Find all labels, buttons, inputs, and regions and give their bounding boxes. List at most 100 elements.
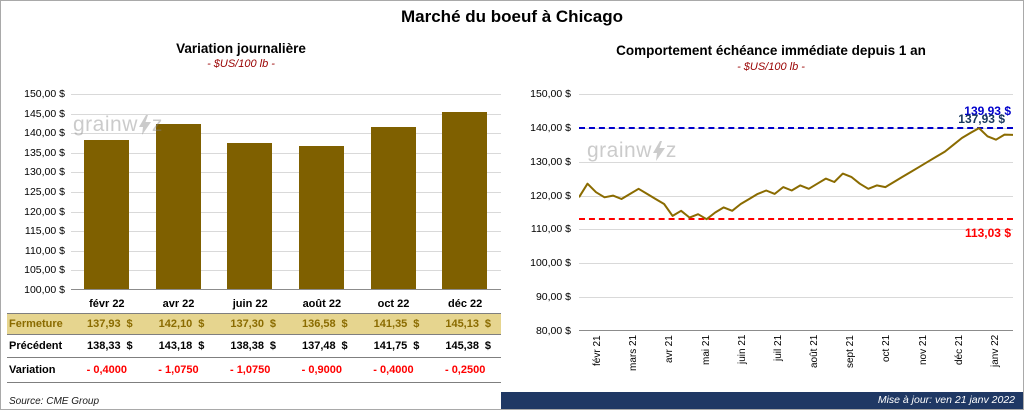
y-tick-label: 125,00 $ — [24, 186, 65, 198]
update-banner: Mise à jour: ven 21 janv 2022 — [501, 392, 1023, 409]
currency-symbol: $ — [198, 318, 205, 330]
y-tick-label: 110,00 $ — [24, 244, 65, 257]
table-cell: - 0,2500 — [429, 358, 501, 383]
bar — [370, 126, 416, 289]
gridline — [71, 192, 501, 193]
y-tick-label: 120,00 $ — [24, 205, 65, 218]
month-header: févr 22 — [89, 298, 125, 310]
cell-value: 145,38 — [445, 340, 479, 352]
gridline — [579, 297, 1013, 299]
y-tick-label: 135,00 $ — [24, 146, 65, 159]
table-cell: 143,18 $ — [142, 335, 215, 358]
month-header: oct 22 — [377, 298, 410, 310]
gridline — [579, 263, 1013, 265]
y-tick-label: 130,00 $ — [24, 166, 65, 179]
x-tick-label: sept 21 — [845, 335, 857, 368]
currency-symbol: $ — [126, 318, 133, 330]
gridline — [579, 94, 1013, 95]
cell-value: 141,75 — [373, 340, 408, 352]
gridline — [579, 195, 1013, 197]
last-price-label: 137,93 $ — [958, 112, 1005, 127]
line-chart-plot — [579, 94, 1013, 331]
y-tick-label: 100,00 $ — [24, 284, 65, 296]
reference-line — [579, 218, 1013, 221]
currency-symbol: $ — [341, 340, 348, 352]
table-cell: 137,30 $ — [214, 313, 286, 335]
update-text: Mise à jour: ven 21 janv 2022 — [877, 394, 1015, 406]
gridline — [579, 229, 1013, 231]
table-cell: 142,10 $ — [142, 313, 215, 335]
table-cell: 137,93 $ — [71, 313, 143, 335]
cell-value: 141,35 — [373, 318, 408, 330]
month-header: avr 22 — [162, 298, 195, 310]
y-tick-label: 140,00 $ — [24, 127, 65, 140]
month-header: déc 22 — [448, 298, 483, 310]
month-header: juin 22 — [232, 298, 268, 310]
bar-chart-subtitle: - $US/100 lb - — [207, 58, 275, 70]
reference-line-label: 113,03 $ — [964, 226, 1011, 241]
table-cell: - 1,0750 — [142, 358, 215, 383]
gridline — [71, 250, 501, 252]
cell-value: 145,13 — [445, 318, 479, 330]
y-tick-label: 145,00 $ — [24, 107, 65, 120]
y-tick-label: 80,00 $ — [535, 325, 571, 337]
gridline — [71, 231, 501, 233]
row-label: Variation — [7, 358, 71, 383]
month-header: août 22 — [302, 298, 342, 310]
y-tick-label: 140,00 $ — [530, 121, 571, 134]
table-cell: 136,58 $ — [285, 313, 358, 335]
cell-value: 138,38 — [230, 340, 264, 352]
gridline — [71, 172, 501, 174]
gridline — [71, 94, 501, 95]
bar — [155, 123, 201, 289]
gridline — [71, 113, 501, 115]
table-cell: - 1,0750 — [214, 358, 286, 383]
x-tick-label: août 21 — [809, 335, 821, 369]
gridline — [579, 330, 1013, 331]
table-cell: - 0,4000 — [71, 358, 143, 383]
gridline — [71, 270, 501, 272]
price-table: févr 22 avr 22 juin 22 août 22 oct 22 déc 22 F… — [7, 295, 501, 383]
x-tick-label: nov 21 — [917, 335, 929, 366]
cell-value: 137,30 — [230, 318, 264, 330]
currency-symbol: $ — [126, 340, 133, 352]
gridline — [71, 211, 501, 213]
bar — [442, 112, 488, 289]
x-tick-label: oct 21 — [881, 335, 893, 363]
gridline — [71, 133, 501, 135]
x-tick-label: févr 21 — [592, 335, 604, 366]
cell-value: 143,18 — [158, 340, 193, 352]
cell-value: 137,48 — [301, 340, 336, 352]
reference-line-label: 139,93 $ — [964, 104, 1011, 119]
bar — [299, 145, 344, 289]
cell-value: 136,58 — [301, 318, 336, 330]
currency-symbol: $ — [269, 318, 276, 330]
table-cell: 138,33 $ — [71, 335, 143, 358]
y-tick-label: 110,00 $ — [530, 223, 571, 236]
cell-value: 137,93 — [87, 318, 121, 330]
table-cell: 137,48 $ — [285, 335, 358, 358]
currency-symbol: $ — [341, 318, 348, 330]
currency-symbol: $ — [413, 340, 420, 352]
table-cell: 145,13 $ — [429, 313, 501, 335]
table-cell: 145,38 $ — [429, 335, 501, 358]
row-label: Précédent — [7, 335, 71, 358]
x-tick-label: juin 21 — [736, 335, 748, 365]
line-chart-title: Comportement échéance immédiate depuis 1… — [616, 43, 926, 58]
table-cell: 138,38 $ — [214, 335, 286, 358]
cell-value: 142,10 — [158, 318, 193, 330]
currency-symbol: $ — [269, 340, 276, 352]
row-label: Fermeture — [7, 313, 71, 335]
price-line-svg — [579, 127, 1013, 221]
y-tick-label: 150,00 $ — [530, 88, 571, 100]
page-title: Marché du boeuf à Chicago — [401, 7, 623, 26]
table-cell: - 0,9000 — [285, 358, 358, 383]
y-tick-label: 150,00 $ — [24, 88, 65, 100]
bar — [84, 140, 129, 289]
currency-symbol: $ — [198, 340, 205, 352]
gridline — [71, 289, 501, 290]
x-tick-label: mai 21 — [700, 335, 712, 366]
y-tick-label: 115,00 $ — [24, 225, 65, 238]
y-tick-label: 130,00 $ — [530, 155, 571, 168]
